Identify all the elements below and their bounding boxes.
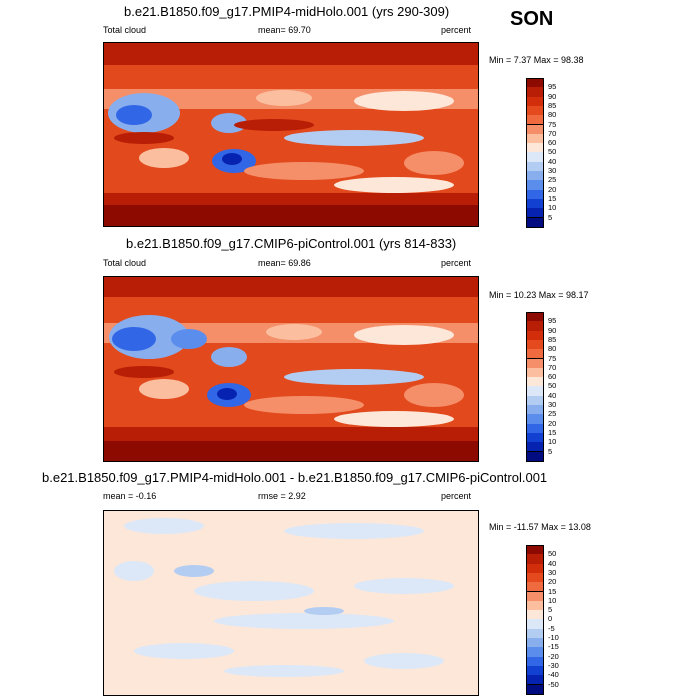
colorbar-tick-label: 20	[548, 418, 557, 428]
colorbar-tick-label: 85	[548, 100, 557, 110]
colorbar-tick-label: 75	[548, 353, 557, 363]
colorbar-tick-label: 50	[548, 381, 557, 391]
colorbar-tick-label: 85	[548, 334, 557, 344]
panel-2-units-label: percent	[441, 258, 472, 268]
panel-2-title: b.e21.B1850.f09_g17.CMIP6-piControl.001 …	[126, 236, 457, 251]
colorbar-tick-label: 15	[548, 193, 557, 203]
panel-1-variable-label: Total cloud	[103, 25, 147, 35]
colorbar-tick-label: 80	[548, 110, 557, 120]
colorbar-tick-label: 5	[548, 605, 553, 615]
colorbar-tick-label: 40	[548, 558, 557, 568]
season-label: SON	[510, 8, 554, 30]
colorbar-tick-label: -15	[548, 642, 559, 652]
colorbar-tick-label: 0	[548, 614, 553, 624]
panel-3-mean-label: mean = -0.16	[103, 491, 157, 501]
panel-1-map-field	[104, 43, 478, 226]
colorbar-tick-label: 90	[548, 325, 557, 335]
colorbar-tick-label: -20	[548, 651, 559, 661]
colorbar-tick-label: -10	[548, 633, 559, 642]
colorbar-tick-label: 90	[548, 91, 557, 101]
panel-2-colorbar: 95 90 85 80 75 70 60 50 40 30 25 20 15 10 5	[526, 312, 586, 462]
colorbar-tick-label: -30	[548, 660, 559, 670]
colorbar-tick-label: 5	[548, 446, 553, 456]
colorbar-tick-label: 95	[548, 82, 557, 92]
panel-3-minmax-label: Min = -11.57 Max = 13.08	[489, 522, 591, 532]
panel-1-colorbar: 95 90 85 80 75 70 60 50 40 30 25 20 15 10 5	[526, 78, 586, 228]
panel-1-minmax-label: Min = 7.37 Max = 98.38	[489, 55, 584, 65]
panel-3-colorbar: 50 40 30 20 15 10 5 0 -5 -10 -15 -20 -30 -40 -50	[526, 545, 586, 695]
colorbar-tick-label: 25	[548, 409, 557, 419]
colorbar-tick-label: 70	[548, 362, 557, 372]
colorbar-tick-label: 30	[548, 166, 557, 175]
panel-3-map	[103, 510, 479, 696]
colorbar-tick-label: 70	[548, 128, 557, 138]
colorbar-tick-label: 15	[548, 586, 557, 596]
panel-3-units-label: percent	[441, 491, 472, 501]
colorbar-tick-label: 20	[548, 184, 557, 194]
colorbar-tick-label: 40	[548, 156, 557, 166]
colorbar-tick-label: 40	[548, 390, 557, 400]
panel-3-map-field	[104, 511, 478, 695]
colorbar-tick-label: 25	[548, 175, 557, 185]
panel-1-title: b.e21.B1850.f09_g17.PMIP4-midHolo.001 (y…	[124, 4, 450, 19]
colorbar-tick-label: -50	[548, 679, 559, 689]
panel-2-variable-label: Total cloud	[103, 258, 147, 268]
colorbar-tick-label: 30	[548, 567, 557, 577]
panel-1-mean-label: mean= 69.70	[258, 25, 311, 35]
colorbar-tick-label: 15	[548, 427, 557, 437]
colorbar-tick-label: -40	[548, 670, 559, 680]
panel-2-map	[103, 276, 479, 462]
colorbar-box	[526, 684, 544, 695]
colorbar-tick-label: 10	[548, 437, 557, 447]
colorbar-box	[526, 451, 544, 462]
panel-2-map-field	[104, 277, 478, 461]
colorbar-tick-label: 5	[548, 212, 553, 222]
colorbar-box	[526, 217, 544, 228]
colorbar-tick-label: 30	[548, 400, 557, 409]
colorbar-tick-label: 75	[548, 119, 557, 129]
colorbar-tick-label: 80	[548, 344, 557, 354]
colorbar-tick-label: 10	[548, 595, 557, 605]
panel-1-map	[103, 42, 479, 227]
panel-1-units-label: percent	[441, 25, 472, 35]
colorbar-tick-label: 95	[548, 316, 557, 326]
colorbar-tick-label: 50	[548, 147, 557, 157]
colorbar-tick-label: 60	[548, 372, 557, 382]
colorbar-tick-label: 60	[548, 138, 557, 148]
panel-2-mean-label: mean= 69.86	[258, 258, 311, 268]
colorbar-tick-label: 50	[548, 549, 557, 559]
colorbar-tick-label: 10	[548, 203, 557, 213]
panel-3-rmse-label: rmse = 2.92	[258, 491, 306, 501]
colorbar-tick-label: -5	[548, 623, 555, 633]
colorbar-tick-label: 20	[548, 577, 557, 587]
panel-3-title: b.e21.B1850.f09_g17.PMIP4-midHolo.001 - …	[42, 470, 548, 485]
panel-2-minmax-label: Min = 10.23 Max = 98.17	[489, 290, 589, 300]
